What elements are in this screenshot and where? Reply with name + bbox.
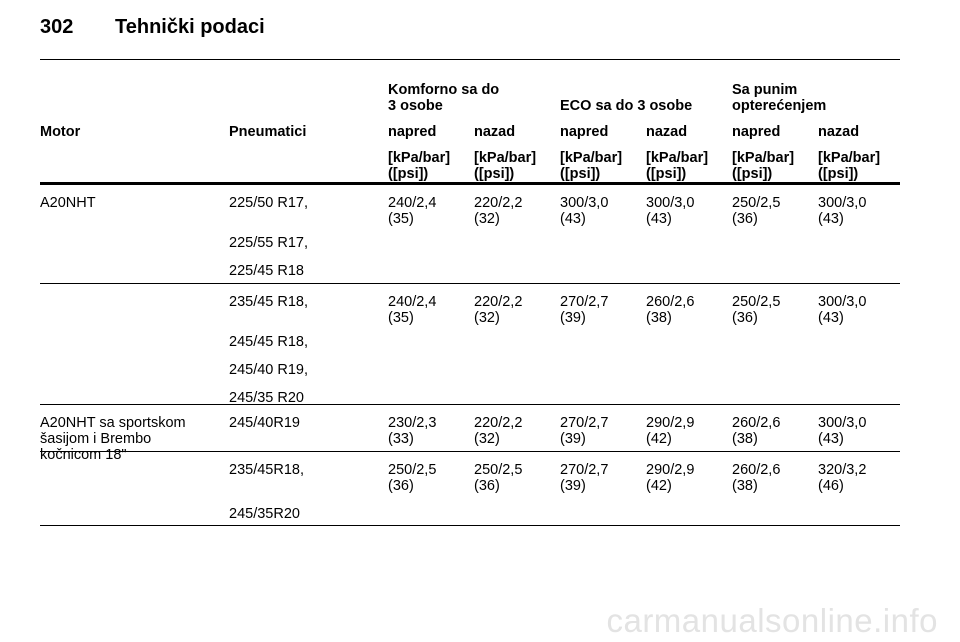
- pressure-value: 300/3,0 (43): [646, 195, 695, 227]
- page-number: 302: [40, 16, 74, 38]
- tyre-size: 245/40R19: [229, 415, 300, 431]
- pressure-value: 300/3,0 (43): [560, 195, 609, 227]
- group-header: Sa punim opterećenjem: [732, 82, 827, 114]
- section-rule: [40, 451, 900, 452]
- tyre-size: 245/35R20: [229, 506, 300, 522]
- pressure-value: 260/2,6 (38): [732, 415, 781, 447]
- group-header: Komforno sa do 3 osobe: [388, 82, 500, 114]
- unit-label: [kPa/bar] ([psi]): [646, 150, 709, 182]
- section-rule: [40, 283, 900, 284]
- tyre-size: 235/45R18,: [229, 462, 304, 478]
- column-header-axle: napred: [388, 124, 437, 140]
- pressure-value: 300/3,0 (43): [818, 294, 867, 326]
- pressure-value: 290/2,9 (42): [646, 415, 695, 447]
- column-header-axle: nazad: [646, 124, 688, 140]
- pressure-value: 260/2,6 (38): [732, 462, 781, 494]
- pressure-value: 320/3,2 (46): [818, 462, 867, 494]
- column-header-axle: napred: [560, 124, 609, 140]
- pressure-value: 230/2,3 (33): [388, 415, 437, 447]
- tyre-size: 225/55 R17,: [229, 235, 309, 251]
- pressure-value: 250/2,5 (36): [474, 462, 523, 494]
- unit-label: [kPa/bar] ([psi]): [474, 150, 537, 182]
- group-header: ECO sa do 3 osobe: [560, 98, 693, 114]
- pressure-value: 220/2,2 (32): [474, 195, 523, 227]
- tyre-size: 225/50 R17,: [229, 195, 309, 211]
- pressure-value: 250/2,5 (36): [732, 294, 781, 326]
- pressure-value: 250/2,5 (36): [388, 462, 437, 494]
- motor-name: A20NHT: [40, 195, 96, 211]
- pressure-value: 250/2,5 (36): [732, 195, 781, 227]
- watermark: carmanualsonline.info: [606, 602, 938, 639]
- pressure-value: 300/3,0 (43): [818, 415, 867, 447]
- section-rule: [40, 404, 900, 405]
- page-header: 302 Tehnički podaci: [40, 16, 265, 39]
- tyre-size: 245/45 R18,: [229, 334, 309, 350]
- page-title: Tehnički podaci: [115, 16, 265, 38]
- column-header-axle: nazad: [818, 124, 860, 140]
- section-rule: [40, 525, 900, 526]
- header-bottom-rule: [40, 182, 900, 185]
- pressure-value: 220/2,2 (32): [474, 294, 523, 326]
- tyre-size: 235/45 R18,: [229, 294, 309, 310]
- unit-label: [kPa/bar] ([psi]): [388, 150, 451, 182]
- motor-name: A20NHT sa sportskom šasijom i Brembo kočni…: [40, 415, 186, 463]
- pressure-value: 220/2,2 (32): [474, 415, 523, 447]
- pressure-value: 260/2,6 (38): [646, 294, 695, 326]
- pressure-value: 270/2,7 (39): [560, 294, 609, 326]
- tyre-size: 245/40 R19,: [229, 362, 309, 378]
- unit-label: [kPa/bar] ([psi]): [732, 150, 795, 182]
- pressure-value: 270/2,7 (39): [560, 462, 609, 494]
- pressure-value: 240/2,4 (35): [388, 294, 437, 326]
- pressure-value: 300/3,0 (43): [818, 195, 867, 227]
- column-header-tyres: Pneumatici: [229, 124, 307, 140]
- unit-label: [kPa/bar] ([psi]): [818, 150, 881, 182]
- pressure-value: 270/2,7 (39): [560, 415, 609, 447]
- pressure-value: 290/2,9 (42): [646, 462, 695, 494]
- tyre-size: 245/35 R20: [229, 390, 304, 406]
- unit-label: [kPa/bar] ([psi]): [560, 150, 623, 182]
- column-header-motor: Motor: [40, 124, 81, 140]
- pressure-value: 240/2,4 (35): [388, 195, 437, 227]
- column-header-axle: napred: [732, 124, 781, 140]
- column-header-axle: nazad: [474, 124, 516, 140]
- tyre-size: 225/45 R18: [229, 263, 304, 279]
- header-top-rule: [40, 59, 900, 60]
